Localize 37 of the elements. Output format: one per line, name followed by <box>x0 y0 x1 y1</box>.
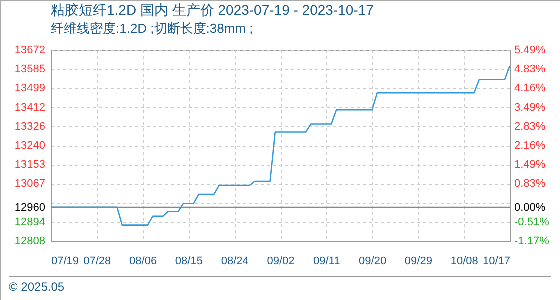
y2-tick-label: 2.83% <box>514 120 546 133</box>
y-tick-label: 12960 <box>14 202 46 214</box>
y-tick-label: 13672 <box>14 44 46 56</box>
y2-tick-label: 3.49% <box>514 102 546 114</box>
x-tick-label: 10/08 <box>450 256 478 268</box>
x-tick-label: 08/24 <box>221 256 249 268</box>
x-tick-label: 08/06 <box>130 256 158 268</box>
y2-tick-label: -1.17% <box>514 236 550 248</box>
x-tick-label: 09/11 <box>314 256 340 268</box>
y2-tick-label: 1.49% <box>514 159 546 172</box>
y2-tick-label: -0.51% <box>514 216 550 229</box>
y-tick-label: 13412 <box>14 102 46 114</box>
y-tick-label: 13585 <box>14 64 46 76</box>
x-tick-label: 10/17 <box>482 256 510 268</box>
y2-tick-label: 4.83% <box>514 63 546 76</box>
y-tick-label: 13499 <box>14 82 46 95</box>
y-tick-label: 12808 <box>14 236 46 248</box>
y-tick-label: 13240 <box>14 140 46 152</box>
y2-tick-label: 0.00% <box>514 202 546 214</box>
y-tick-label: 13326 <box>14 120 46 133</box>
x-tick-label: 09/20 <box>359 256 387 268</box>
y2-tick-label: 2.16% <box>514 140 546 152</box>
x-tick-label: 09/29 <box>404 256 432 268</box>
text: © 2025.05 <box>9 276 551 294</box>
y-tick-label: 13067 <box>14 178 46 190</box>
line-series <box>50 65 511 226</box>
y-tick-label: 12894 <box>14 216 46 228</box>
chart-title: 粘胶短纤1.2D 国内 生产价 2023-07-19 - 2023-10-17 <box>51 2 374 18</box>
x-tick-label: 08/15 <box>175 256 203 268</box>
y2-tick-label: 4.16% <box>514 82 546 95</box>
x-tick-label: 07/28 <box>84 256 112 268</box>
chart-subtitle: 纤维线密度:1.2D ;切断长度:38mm ; <box>51 21 254 36</box>
y2-tick-label: 5.49% <box>514 44 546 56</box>
y-tick-label: 13153 <box>14 159 46 172</box>
y2-tick-label: 0.83% <box>514 178 546 190</box>
x-tick-label: 07/19 <box>52 256 80 268</box>
x-tick-label: 09/02 <box>267 256 295 268</box>
